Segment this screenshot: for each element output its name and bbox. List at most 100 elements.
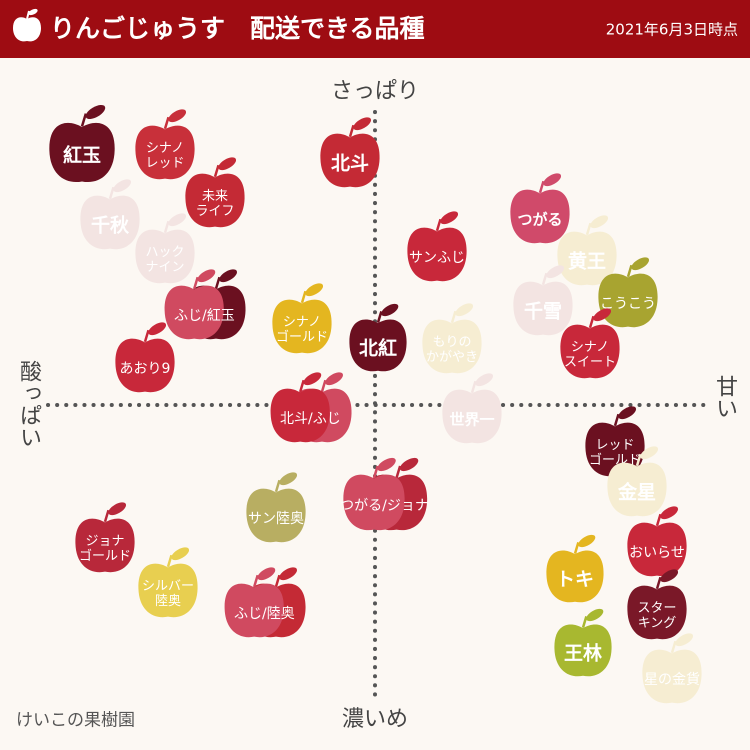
apple-body [510,189,570,244]
apple-body [320,133,380,188]
apple-leaf [219,269,237,283]
apple-leaf [377,457,396,472]
apple [598,257,658,328]
apple-leaf [113,179,132,193]
apple-body [627,585,687,640]
apple-stem [470,380,477,394]
apple-label: 王林 [564,642,602,665]
apple-variety: 黄王 [557,215,617,286]
apple-stem [588,315,595,329]
apple-leaf [353,117,372,131]
apple-stem [348,124,355,138]
apple [164,269,224,340]
apple-stem [613,413,620,427]
apple-stem [320,379,327,393]
apple-label: シナノ [571,340,609,355]
apple [135,109,195,180]
apple-leaf [640,446,659,460]
apple-leaf [455,303,474,317]
apple-stem [214,276,221,290]
apple-stem [103,509,110,523]
apple-leaf [543,173,562,187]
apple [246,472,306,543]
apple-label: 世界一 [449,411,494,429]
apple-label: レッド [595,438,634,453]
apple-variety: 金星 [607,446,667,517]
apple-leaf [168,109,187,123]
apple-body [554,624,612,677]
apple-variety: 北斗 [320,117,380,188]
apple-stem [670,640,677,654]
apple [642,633,702,704]
apple-variety: おいらせ [627,506,687,577]
apple-stem [626,264,633,278]
apple-variety: 世界一 [442,373,502,444]
apple [185,157,245,228]
apple-variety: 千秋 [80,179,140,250]
apple [422,303,482,374]
apple-label: 千秋 [91,214,130,237]
apple-body [224,583,284,638]
apple-variety: あおり9 [115,322,175,393]
apple-leaf [85,104,106,120]
apple-label: サンふじ [409,250,465,266]
apple-stem [395,465,402,479]
apple-label: あおり9 [120,361,171,377]
apple-variety: 王林 [554,608,612,677]
apple-body [513,281,573,336]
apple [585,406,645,477]
apple-body [246,488,306,543]
apple-stem [163,116,170,130]
apple-stem [253,574,259,588]
axis-left: 酸っぱい [16,360,41,448]
apple-label: 北斗/ふじ [280,411,341,427]
apple-leaf [305,283,324,297]
apple-body [557,231,617,286]
apple [272,283,332,354]
apple-label: つがる/ジョナ [340,498,429,514]
apple-leaf [675,633,694,647]
apple-variety: サンふじ [407,211,467,282]
axis-top: さっぱり [331,79,419,104]
apple-label: 千雪 [524,301,562,323]
apple-stem [538,180,545,194]
apple-stem [163,220,170,234]
apple-stem [435,218,442,232]
apple-variety: 紅玉 [49,104,115,183]
apple [80,179,140,250]
apple-label: こうこう [600,296,656,312]
apple-leaf [279,472,298,486]
apple-body [270,388,330,443]
footer: けいこの果樹園 [16,711,135,731]
apple-label: 金星 [617,481,656,504]
apple [135,213,195,284]
apple-stem [166,554,173,568]
apple-body [560,324,620,379]
apple-label: 紅玉 [63,144,101,167]
apple-label: 星の金貨 [644,671,700,688]
apple-leaf [168,213,187,227]
apple-label: ナイン [145,260,184,275]
apple-stem [585,222,592,236]
apple-leaf [578,534,596,548]
apple-body [585,422,645,477]
header-icon [13,8,41,42]
apple-label: つがる [517,211,562,229]
apple-leaf [148,322,167,336]
apple-leaf [381,303,399,317]
apple-leaf [171,547,190,561]
header-bar [0,0,750,58]
apple-stem [274,574,281,588]
apple-stem [80,113,88,127]
apple-stem [108,186,115,200]
apple-stem [573,542,580,554]
apple-leaf [660,569,679,583]
apple-leaf [618,406,637,420]
